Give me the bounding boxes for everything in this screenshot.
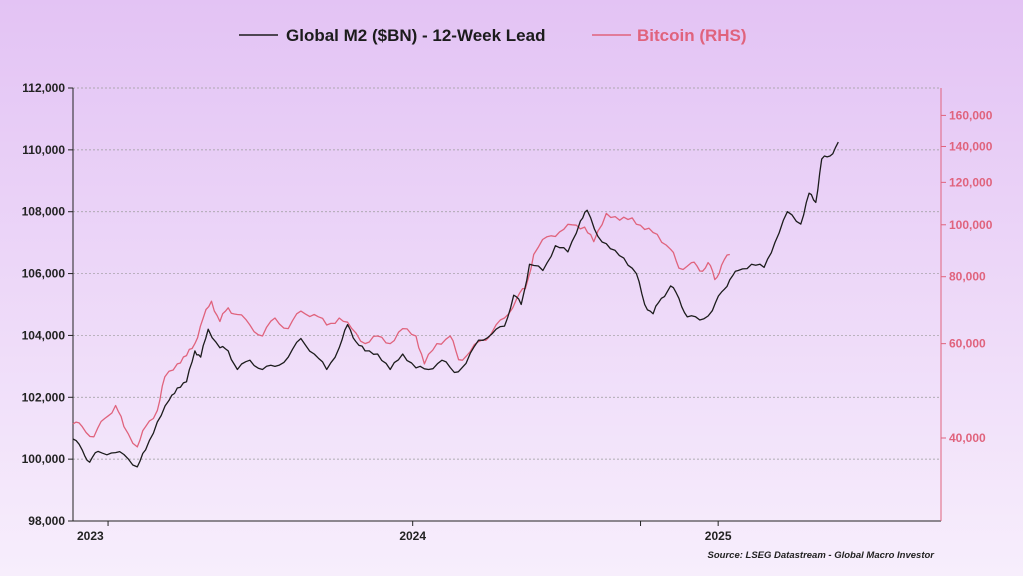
legend: Global M2 ($BN) - 12-Week Lead Bitcoin (…	[239, 26, 747, 45]
right-tick-label-120000: 120,000	[949, 175, 993, 189]
left-tick-label-100000: 100,000	[22, 452, 66, 466]
legend-label-bitcoin: Bitcoin (RHS)	[637, 26, 747, 45]
legend-label-m2: Global M2 ($BN) - 12-Week Lead	[286, 26, 545, 45]
x-tick-label-2024: 2024	[399, 529, 426, 543]
series-line-global-m2	[72, 141, 839, 468]
left-tick-label-102000: 102,000	[22, 390, 66, 404]
right-tick-label-40000: 40,000	[949, 431, 986, 445]
tick-labels: 98,000 100,000 102,000 104,000 106,000 108,00…	[22, 81, 993, 543]
right-tick-label-140000: 140,000	[949, 139, 993, 153]
right-tick-label-60000: 60,000	[949, 337, 986, 351]
x-tick-label-2025: 2025	[705, 529, 732, 543]
left-tick-label-98000: 98,000	[28, 514, 65, 528]
gridlines	[73, 87, 941, 460]
x-tick-label-2023: 2023	[77, 529, 104, 543]
left-tick-label-112000: 112,000	[22, 81, 65, 95]
series-lines	[72, 141, 839, 468]
source-annotation: Source: LSEG Datastream - Global Macro I…	[708, 550, 936, 561]
right-tick-label-160000: 160,000	[949, 108, 993, 122]
left-tick-label-108000: 108,000	[22, 205, 66, 219]
axes	[68, 87, 946, 526]
left-tick-label-104000: 104,000	[22, 328, 66, 342]
left-tick-label-106000: 106,000	[22, 267, 66, 281]
series-line-bitcoin	[72, 212, 730, 448]
left-tick-label-110000: 110,000	[22, 143, 65, 157]
right-tick-label-80000: 80,000	[949, 270, 986, 284]
right-tick-label-100000: 100,000	[949, 218, 993, 232]
